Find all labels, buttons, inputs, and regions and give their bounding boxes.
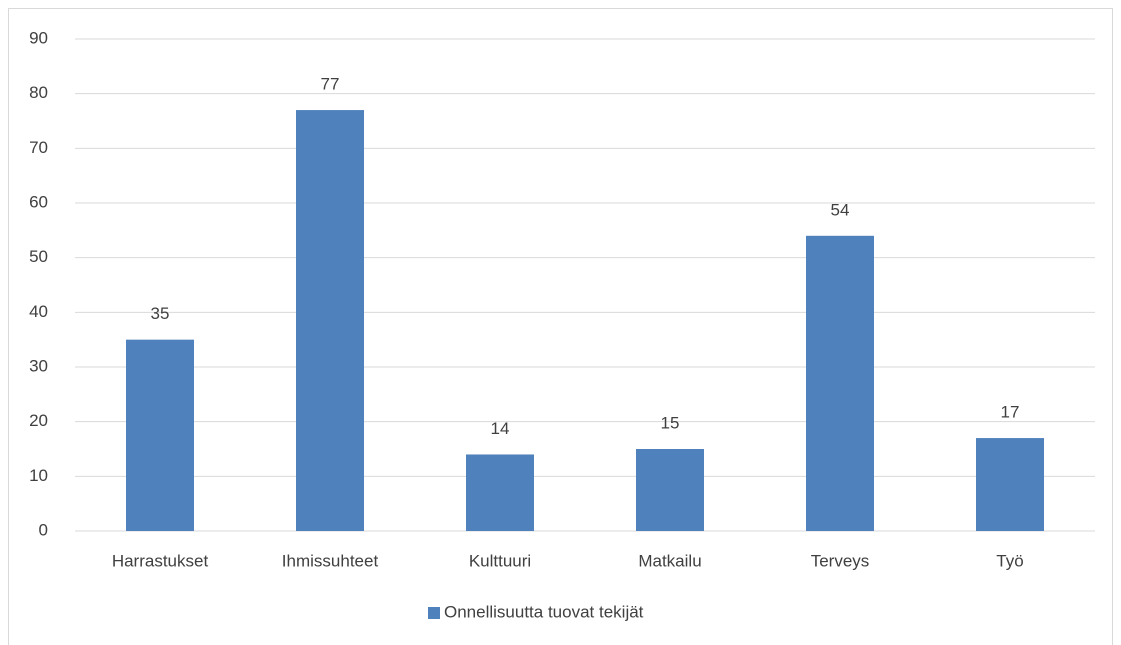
x-tick-label: Terveys [811, 551, 870, 570]
y-tick-label: 40 [29, 302, 48, 321]
data-label: 77 [321, 75, 340, 94]
y-tick-label: 90 [29, 28, 48, 47]
x-tick-label: Harrastukset [112, 551, 209, 570]
x-tick-label: Kulttuuri [469, 551, 531, 570]
bar [466, 454, 534, 531]
x-tick-label: Matkailu [638, 551, 701, 570]
y-tick-label: 20 [29, 411, 48, 430]
y-tick-label: 30 [29, 356, 48, 375]
y-tick-label: 10 [29, 466, 48, 485]
y-tick-label: 70 [29, 138, 48, 157]
legend-swatch [428, 607, 440, 619]
legend-label: Onnellisuutta tuovat tekijät [444, 602, 644, 621]
data-label: 17 [1001, 403, 1020, 422]
bar [126, 339, 194, 531]
x-tick-label: Ihmissuhteet [282, 551, 379, 570]
y-tick-label: 80 [29, 83, 48, 102]
bar [976, 438, 1044, 531]
y-tick-label: 60 [29, 192, 48, 211]
bar [296, 110, 364, 532]
chart-frame [8, 8, 1113, 645]
bar [636, 449, 704, 531]
y-tick-label: 50 [29, 247, 48, 266]
data-label: 14 [491, 419, 510, 438]
bar [806, 235, 874, 532]
y-tick-label: 0 [39, 520, 48, 539]
x-tick-label: Työ [996, 551, 1023, 570]
data-label: 15 [661, 413, 680, 432]
data-label: 54 [831, 200, 850, 219]
data-label: 35 [151, 304, 170, 323]
